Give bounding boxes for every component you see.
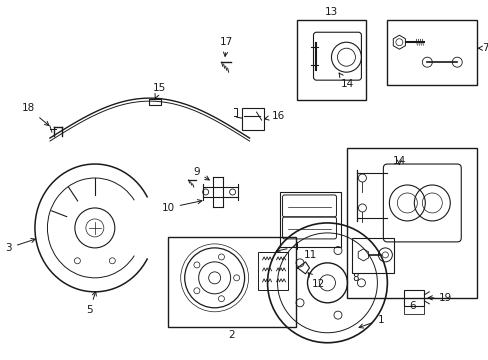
Bar: [404, 290, 424, 306]
Text: 8: 8: [351, 273, 358, 283]
Text: 4: 4: [276, 242, 299, 252]
Bar: [347, 148, 476, 298]
Text: 15: 15: [153, 83, 166, 99]
Text: 1: 1: [358, 315, 383, 328]
Text: 19: 19: [427, 293, 451, 303]
Text: 9: 9: [193, 167, 209, 180]
Bar: [241, 108, 263, 130]
Bar: [148, 99, 161, 105]
Text: 6: 6: [408, 301, 415, 311]
Text: 5: 5: [86, 292, 96, 315]
Bar: [352, 238, 393, 273]
Text: 10: 10: [161, 199, 202, 213]
Bar: [167, 237, 295, 327]
Text: 16: 16: [264, 111, 284, 121]
Text: 17: 17: [220, 37, 233, 57]
Text: 12: 12: [307, 273, 324, 289]
Text: 14: 14: [338, 73, 353, 89]
Text: 2: 2: [228, 330, 234, 340]
Text: 7: 7: [477, 43, 488, 53]
Bar: [279, 192, 341, 247]
Text: 11: 11: [303, 250, 317, 260]
Bar: [257, 252, 287, 290]
Text: 18: 18: [21, 103, 49, 126]
Text: 14: 14: [392, 156, 405, 166]
Text: 3: 3: [5, 238, 35, 253]
Bar: [296, 20, 366, 100]
Bar: [404, 306, 424, 314]
Text: 13: 13: [324, 7, 337, 17]
Bar: [386, 20, 476, 85]
